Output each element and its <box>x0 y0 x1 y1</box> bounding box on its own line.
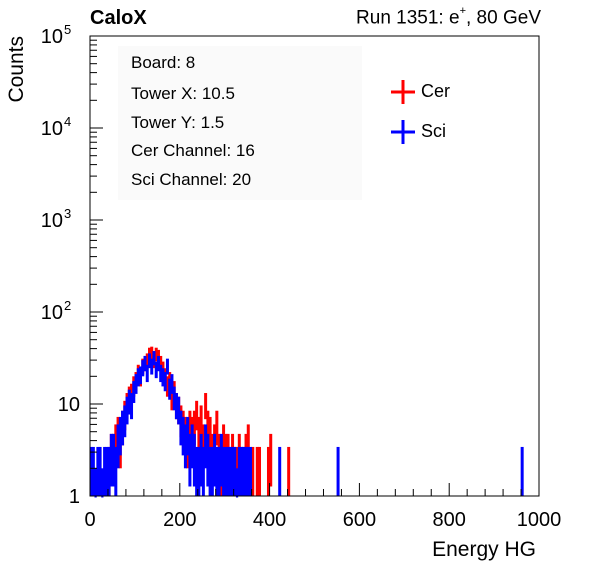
y-tick-label: 10 <box>41 26 63 48</box>
y-tick-exponent: 5 <box>64 22 71 37</box>
y-tick-label: 10 <box>41 210 63 232</box>
y-tick-exponent: 4 <box>64 114 71 129</box>
run-charge: + <box>459 5 466 17</box>
y-tick-label: 10 <box>41 118 63 140</box>
bin-sci <box>278 446 282 496</box>
x-tick-label: 1000 <box>517 509 562 531</box>
bin-sci <box>249 446 253 496</box>
run-info: Run 1351: e+, 80 GeV <box>356 5 541 29</box>
x-tick-label: 0 <box>84 509 95 531</box>
x-tick-label: 200 <box>163 509 196 531</box>
bin-cer <box>269 433 273 487</box>
series-sci <box>89 351 524 498</box>
bin-cer <box>204 393 208 420</box>
info-tower-y: Tower Y: 1.5 <box>131 113 225 132</box>
bin-cer <box>257 446 261 496</box>
bin-sci <box>520 446 524 496</box>
y-tick-label: 1 <box>69 486 80 508</box>
y-tick-label: 10 <box>58 394 80 416</box>
y-tick-exponent: 3 <box>64 206 71 221</box>
bin-sci <box>177 396 181 425</box>
y-axis-label: Counts <box>5 36 28 103</box>
bin-sci <box>150 358 154 375</box>
bin-sci <box>130 393 134 420</box>
run-prefix: Run 1351: e <box>356 7 460 29</box>
legend-label-sci: Sci <box>421 121 447 141</box>
bin-cer <box>195 400 199 431</box>
bin-sci <box>163 372 167 392</box>
bin-sci <box>170 374 174 394</box>
bin-cer <box>199 405 203 438</box>
info-box <box>118 46 362 200</box>
bin-sci <box>152 351 156 366</box>
info-cer-channel: Cer Channel: 16 <box>131 141 255 160</box>
info-sci-channel: Sci Channel: 20 <box>131 170 252 189</box>
info-board: Board: 8 <box>131 53 196 72</box>
bin-sci <box>336 446 340 496</box>
run-suffix: , 80 GeV <box>466 7 541 29</box>
y-tick-exponent: 2 <box>64 298 71 313</box>
bin-cer <box>287 446 291 496</box>
plot-frame <box>89 35 540 497</box>
legend-label-cer: Cer <box>421 81 451 101</box>
histogram-layer <box>89 346 524 498</box>
x-tick-label: 600 <box>343 509 376 531</box>
bin-sci <box>186 416 190 456</box>
bin-sci <box>156 355 160 372</box>
x-axis-label: Energy HG <box>432 538 536 561</box>
bin-sci <box>165 358 169 375</box>
legend <box>391 80 415 144</box>
x-tick-label: 400 <box>253 509 286 531</box>
bin-cer <box>215 410 219 446</box>
x-tick-label: 800 <box>433 509 466 531</box>
brand-label: CaloX <box>90 7 147 29</box>
legend-marker-cer <box>391 80 415 104</box>
y-tick-label: 10 <box>41 302 63 324</box>
legend-marker-sci <box>391 120 415 144</box>
bin-sci <box>143 355 147 372</box>
bin-sci <box>145 364 149 383</box>
info-tower-x: Tower X: 10.5 <box>131 84 235 103</box>
